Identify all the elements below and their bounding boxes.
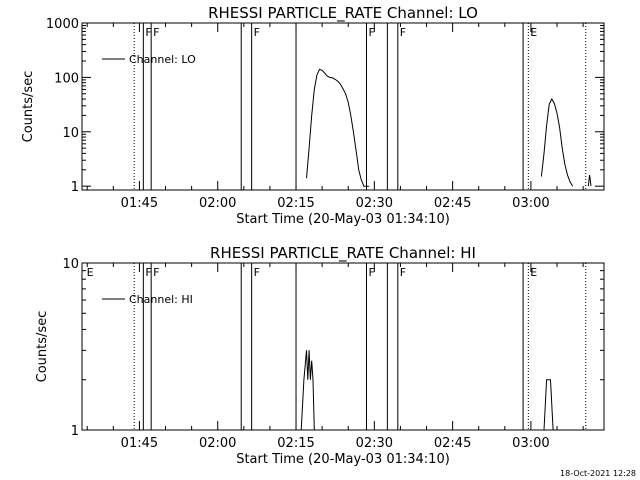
y-tick-label: 10	[62, 257, 79, 272]
event-marker-label: F	[254, 26, 260, 39]
y-axis-label: Counts/sec	[35, 311, 50, 383]
event-marker-label: F	[400, 26, 406, 39]
x-tick-label: 02:45	[434, 436, 471, 451]
x-tick-label: 02:30	[356, 436, 393, 451]
chart-panel: RHESSI PARTICLE_RATE Channel: LO Start Ti…	[21, 4, 605, 227]
event-marker-label: E	[87, 266, 94, 279]
event-marker-label: F	[254, 266, 260, 279]
x-tick-label: 03:00	[512, 436, 549, 451]
chart-title: RHESSI PARTICLE_RATE Channel: LO	[208, 4, 478, 23]
legend-label: Channel: HI	[129, 293, 193, 306]
series-line	[300, 350, 317, 431]
x-tick-label: 01:45	[121, 196, 158, 211]
y-tick-label: 10	[62, 126, 79, 141]
x-axis-label: Start Time (20-May-03 01:34:10)	[236, 452, 450, 467]
x-tick-label: 02:15	[277, 196, 314, 211]
x-tick-label: 02:30	[356, 196, 393, 211]
y-tick-label: 1	[71, 424, 79, 439]
x-tick-label: 03:00	[512, 196, 549, 211]
series-line	[543, 379, 557, 431]
x-tick-label: 02:15	[277, 436, 314, 451]
event-marker-label: F	[368, 26, 374, 39]
chart-panel: RHESSI PARTICLE_RATE Channel: HI Start Ti…	[35, 244, 605, 467]
series-line	[587, 175, 592, 187]
x-axis-label: Start Time (20-May-03 01:34:10)	[236, 212, 450, 227]
event-marker-label: F	[145, 266, 151, 279]
event-marker-label: E	[530, 266, 537, 279]
series-line	[540, 97, 574, 187]
chart-title: RHESSI PARTICLE_RATE Channel: HI	[210, 244, 476, 263]
plot-frame	[81, 262, 605, 431]
series-line	[306, 68, 370, 187]
plot-frame	[81, 22, 605, 191]
event-marker-label: F	[368, 266, 374, 279]
x-tick-label: 02:45	[434, 196, 471, 211]
y-tick-label: 100	[54, 71, 79, 86]
y-axis-label: Counts/sec	[21, 71, 36, 143]
chart-panels: RHESSI PARTICLE_RATE Channel: LO Start Ti…	[21, 4, 605, 467]
x-tick-label: 02:00	[199, 436, 236, 451]
event-marker-label: F	[153, 26, 159, 39]
event-marker-label: F	[400, 266, 406, 279]
event-marker-label: E	[530, 26, 537, 39]
event-marker-label: F	[153, 266, 159, 279]
event-marker-label: F	[145, 26, 151, 39]
y-tick-label: 1000	[46, 17, 79, 32]
legend-label: Channel: LO	[129, 53, 196, 66]
x-tick-label: 01:45	[121, 436, 158, 451]
y-tick-label: 1	[71, 180, 79, 195]
footer-timestamp: 18-Oct-2021 12:28	[560, 469, 636, 478]
x-tick-label: 02:00	[199, 196, 236, 211]
